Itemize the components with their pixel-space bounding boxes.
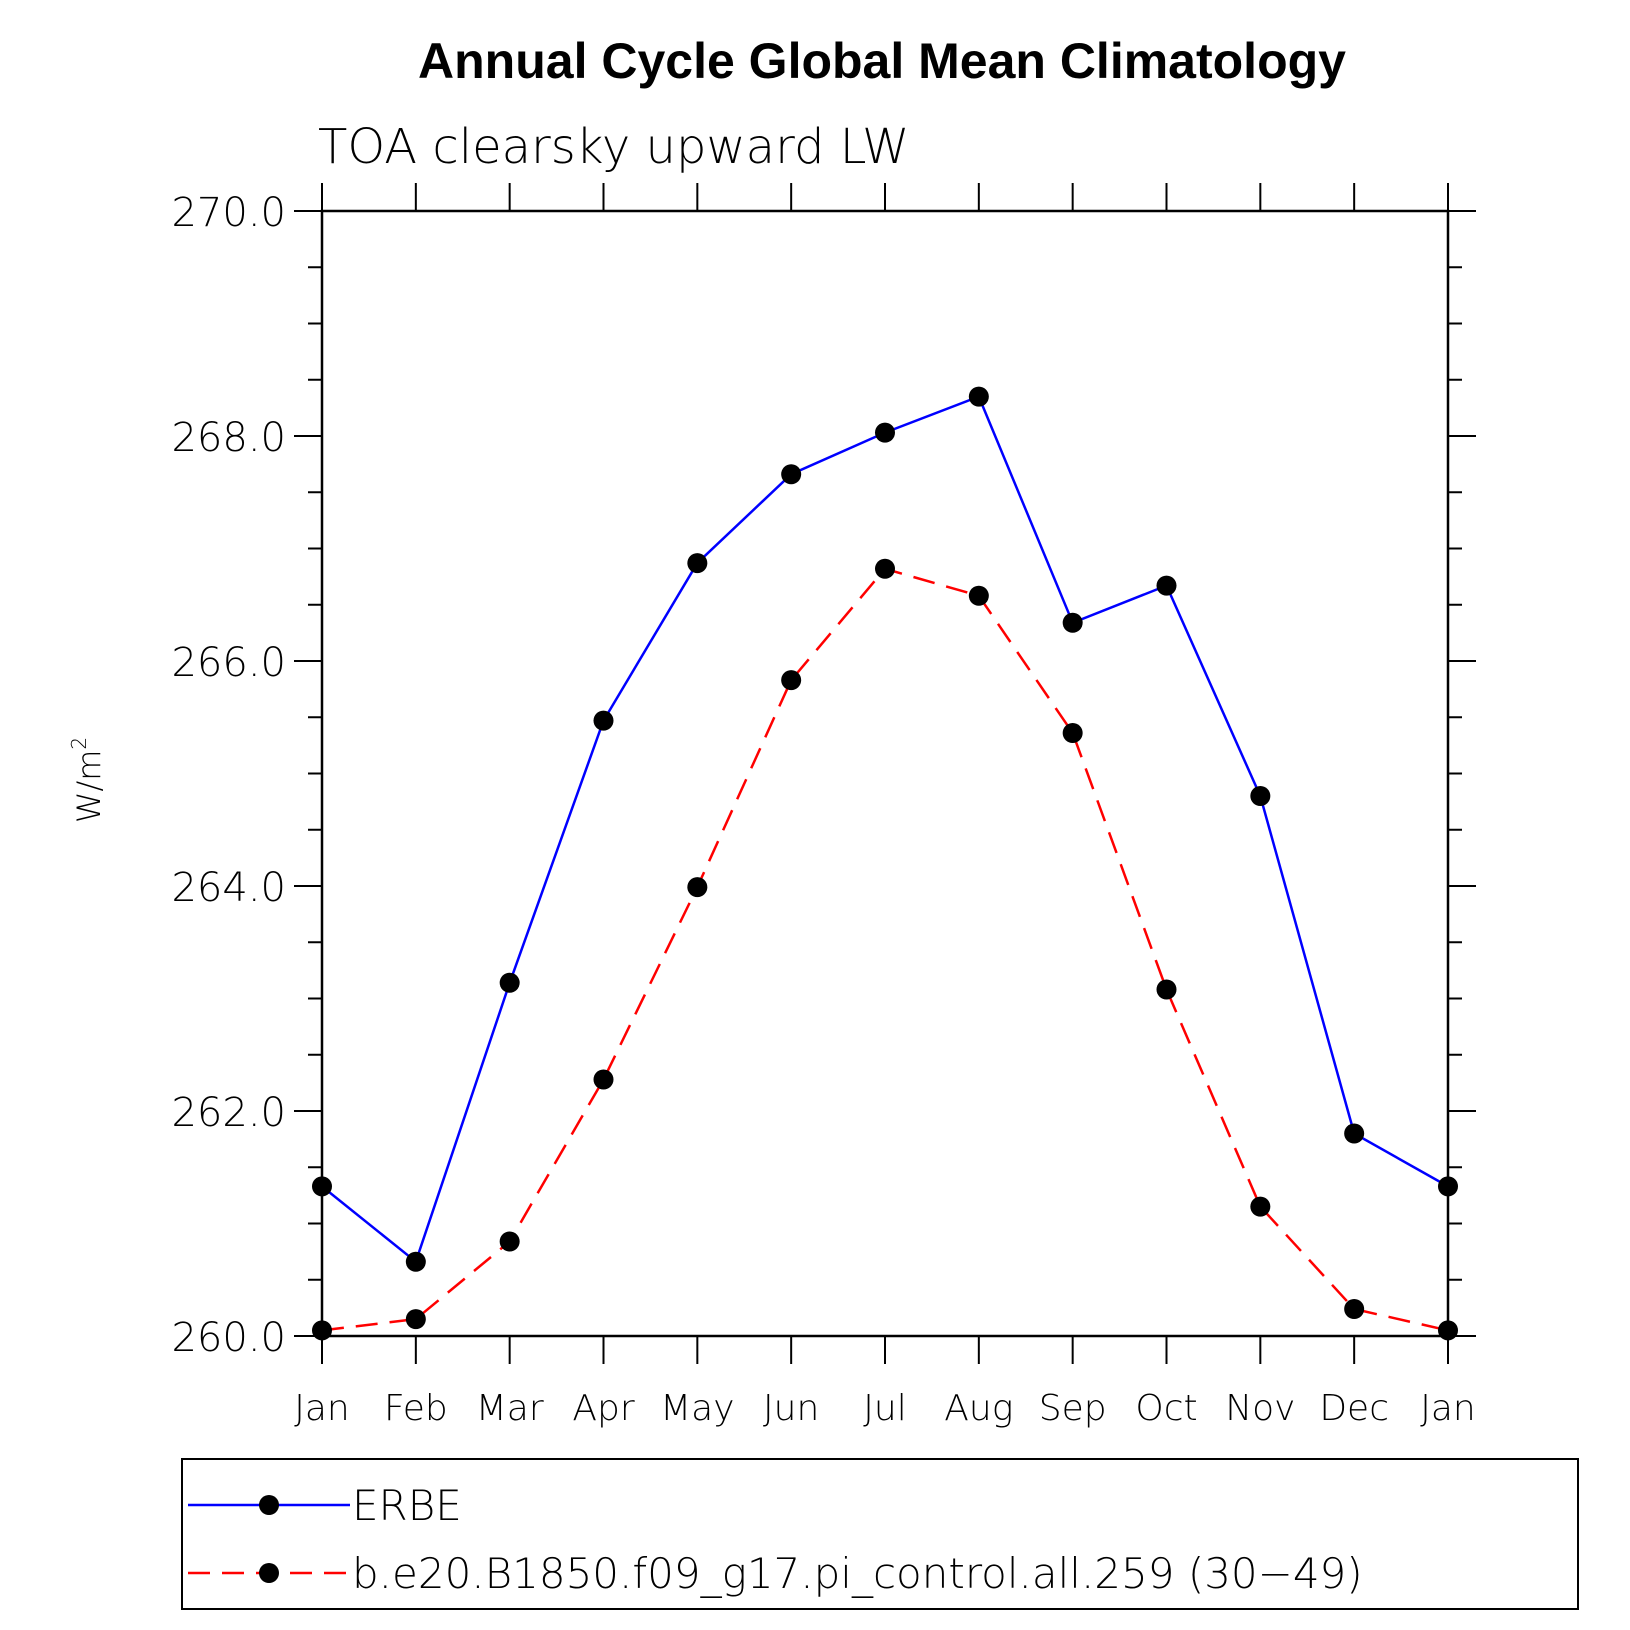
y-tick-label: 270.0 [171,190,286,236]
series-line-1 [321,567,1449,1332]
data-point-series-1 [781,670,802,691]
data-point-series-1 [1438,1320,1458,1341]
x-tick-label: Mar [476,1388,544,1429]
data-point-series-0 [968,386,989,407]
legend-label-model: b.e20.B1850.f09_g17.pi_control.all.259 (… [352,1549,1363,1598]
data-point-series-1 [1156,979,1177,1000]
data-point-series-1 [1344,1299,1365,1319]
data-point-series-0 [1062,612,1083,633]
legend: ERBE b.e20.B1850.f09_g17.pi_control.all.… [181,1458,1579,1610]
data-point-series-0 [405,1251,426,1272]
data-point-series-0 [1250,786,1271,806]
axes: 260.0 262.0 264.0 266.0 268.0 270.0 Jan Feb Mar A… [171,183,1476,1429]
data-point-series-0 [781,464,802,485]
y-axis-label-superscript: 2 [67,737,91,750]
data-point-series-1 [1062,723,1083,743]
x-tick-label: Nov [1225,1388,1295,1429]
legend-marker-model [259,1563,279,1583]
data-point-series-1 [1250,1196,1271,1217]
x-tick-label: Jul [863,1388,906,1429]
x-tick-label: Apr [572,1388,634,1429]
data-point-series-1 [968,585,989,606]
series-group [312,386,1458,1341]
y-tick-label: 268.0 [171,415,286,461]
y-tick-label: 264.0 [171,865,286,911]
chart-subtitle: TOA clearsky upward LW [318,119,910,175]
data-point-series-0 [1156,575,1177,596]
legend-box [181,1458,1579,1610]
y-axis-label-unit: W/m [70,750,108,824]
data-point-series-1 [875,558,895,579]
x-tick-label: Sep [1039,1388,1107,1429]
chart-title: Annual Cycle Global Mean Climatology [418,33,1346,89]
data-point-series-1 [499,1231,520,1252]
data-point-series-0 [687,553,708,574]
data-point-series-1 [405,1309,426,1330]
x-tick-label: Jun [763,1388,819,1429]
data-point-series-0 [1438,1176,1458,1197]
x-tick-label: Feb [384,1388,448,1429]
y-tick-label: 260.0 [171,1315,286,1361]
data-point-series-0 [875,422,895,443]
data-point-series-1 [687,877,708,898]
x-tick-label: May [660,1388,734,1429]
x-tick-label: Dec [1319,1388,1389,1429]
legend-marker-erbe [259,1495,279,1515]
plot-frame [320,209,1450,1338]
data-point-series-1 [312,1320,332,1341]
x-tick-label: Jan [294,1388,350,1429]
series-line-0 [321,394,1449,1264]
x-tick-label: Jan [1420,1388,1476,1429]
y-tick-label: 262.0 [171,1090,286,1136]
x-tick-label: Aug [944,1388,1013,1429]
y-axis-label: W/m2 [67,737,108,823]
x-tick-label: Oct [1135,1388,1197,1429]
data-point-series-0 [312,1176,332,1197]
y-tick-label: 266.0 [171,640,286,686]
data-point-series-0 [593,710,614,731]
data-point-series-0 [1344,1123,1365,1144]
data-point-series-0 [499,972,520,993]
legend-label-erbe: ERBE [352,1481,462,1530]
data-point-series-1 [593,1069,614,1090]
